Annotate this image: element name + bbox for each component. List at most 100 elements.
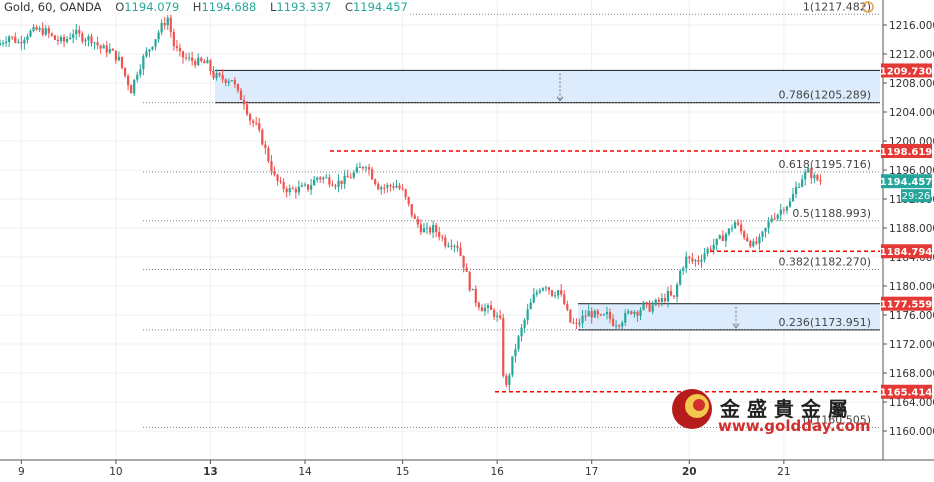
candle-body xyxy=(374,179,377,184)
candle-body xyxy=(608,311,612,319)
candle-body xyxy=(438,232,441,237)
candle-body xyxy=(1,42,5,44)
price-levels xyxy=(330,150,880,393)
candle-body xyxy=(288,188,291,193)
candle-body xyxy=(672,295,676,297)
candle-body xyxy=(310,185,313,190)
candle-body xyxy=(41,28,44,35)
candle-body xyxy=(737,222,740,225)
candle-body xyxy=(242,99,246,105)
candle-body xyxy=(657,299,660,302)
candle-body xyxy=(139,69,142,75)
candle-body xyxy=(87,36,90,41)
candle-body xyxy=(99,45,102,49)
candle-body xyxy=(392,186,395,188)
candle-body xyxy=(636,311,639,316)
candle-body xyxy=(236,84,239,91)
candle-body xyxy=(261,129,264,145)
candle-body xyxy=(441,236,444,238)
candle-body xyxy=(566,304,569,310)
y-axis[interactable]: 1160.000 1164.000 1168.000 1172.000 1176.000… xyxy=(882,0,934,460)
candle-body xyxy=(697,260,700,262)
candle-body xyxy=(581,315,584,324)
candle-body xyxy=(474,288,477,303)
candle-body xyxy=(804,172,807,180)
candle-body xyxy=(114,50,117,61)
candle-body xyxy=(239,90,243,100)
candle-body xyxy=(550,290,554,297)
candle-body xyxy=(120,56,124,68)
candle-body xyxy=(96,42,99,46)
candle-body xyxy=(663,298,666,302)
y-tick-label: 1196.000 xyxy=(889,165,934,177)
candle-body xyxy=(740,224,743,232)
candle-body xyxy=(651,304,654,312)
candle-body xyxy=(294,188,297,193)
candle-body xyxy=(404,189,407,198)
candle-body xyxy=(465,267,468,272)
candle-body xyxy=(700,259,703,262)
candle-body xyxy=(422,228,426,233)
candle-body xyxy=(630,311,633,314)
candle-body xyxy=(218,73,221,76)
candle-body xyxy=(230,80,233,82)
candle-body xyxy=(468,271,471,291)
candle-body xyxy=(44,28,47,35)
candle-body xyxy=(810,168,813,179)
y-tick-label: 1208.000 xyxy=(889,78,934,90)
candle-body xyxy=(773,218,776,220)
price-tags: 1209.730 1198.619 1184.794 1177.559 1165.414… xyxy=(880,63,933,399)
candle-body xyxy=(334,185,337,187)
price-level-tag xyxy=(881,144,932,159)
candle-body xyxy=(227,81,230,83)
candle-body xyxy=(267,148,270,162)
candle-body xyxy=(685,256,688,269)
candle-body xyxy=(425,227,429,229)
candle-body xyxy=(84,40,87,42)
candle-body xyxy=(541,288,544,291)
candle-body xyxy=(142,56,145,70)
candle-body xyxy=(0,43,2,46)
candle-body xyxy=(93,42,96,44)
zone-arrow-head xyxy=(556,96,564,102)
candle-body xyxy=(758,236,761,244)
candle-body xyxy=(666,290,670,302)
candle-body xyxy=(456,245,459,248)
watermark-logo-core xyxy=(693,399,705,411)
candle-body xyxy=(563,294,566,305)
candle-body xyxy=(599,314,602,316)
retracement-zone xyxy=(215,70,880,103)
close-value: 1194.457 xyxy=(352,0,408,14)
candle-body xyxy=(514,349,517,357)
fib-label: 1(1217.482) xyxy=(803,0,871,13)
last-price-tag xyxy=(881,174,932,189)
countdown-tag xyxy=(901,189,931,203)
candle-body xyxy=(584,315,587,317)
candle-body xyxy=(602,314,605,316)
candle-body xyxy=(20,41,23,44)
candle-body xyxy=(715,238,718,245)
candle-body xyxy=(703,253,706,260)
candle-body xyxy=(380,187,383,190)
candle-body xyxy=(166,17,169,26)
close-label: C xyxy=(344,0,353,14)
candle-body xyxy=(764,227,767,232)
candle-body xyxy=(172,31,175,47)
candle-body xyxy=(62,36,66,42)
price-level-tag xyxy=(881,296,932,311)
candle-body xyxy=(206,60,209,64)
candle-body xyxy=(428,227,432,233)
candle-body xyxy=(279,180,282,182)
candle-body xyxy=(255,122,258,124)
candle-body xyxy=(401,188,404,190)
candle-body xyxy=(453,245,456,247)
price-level-tag xyxy=(881,244,932,259)
price-level-tag xyxy=(881,384,932,399)
fib-tool-icon[interactable] xyxy=(862,1,874,13)
price-level-tag-label: 1184.794 xyxy=(880,247,933,258)
candle-body xyxy=(419,224,422,233)
candle-body xyxy=(258,123,261,130)
x-axis[interactable]: 9 10 13 14 15 16 17 20 21 xyxy=(0,459,934,478)
fib-label: 0.786(1205.289) xyxy=(778,89,871,102)
